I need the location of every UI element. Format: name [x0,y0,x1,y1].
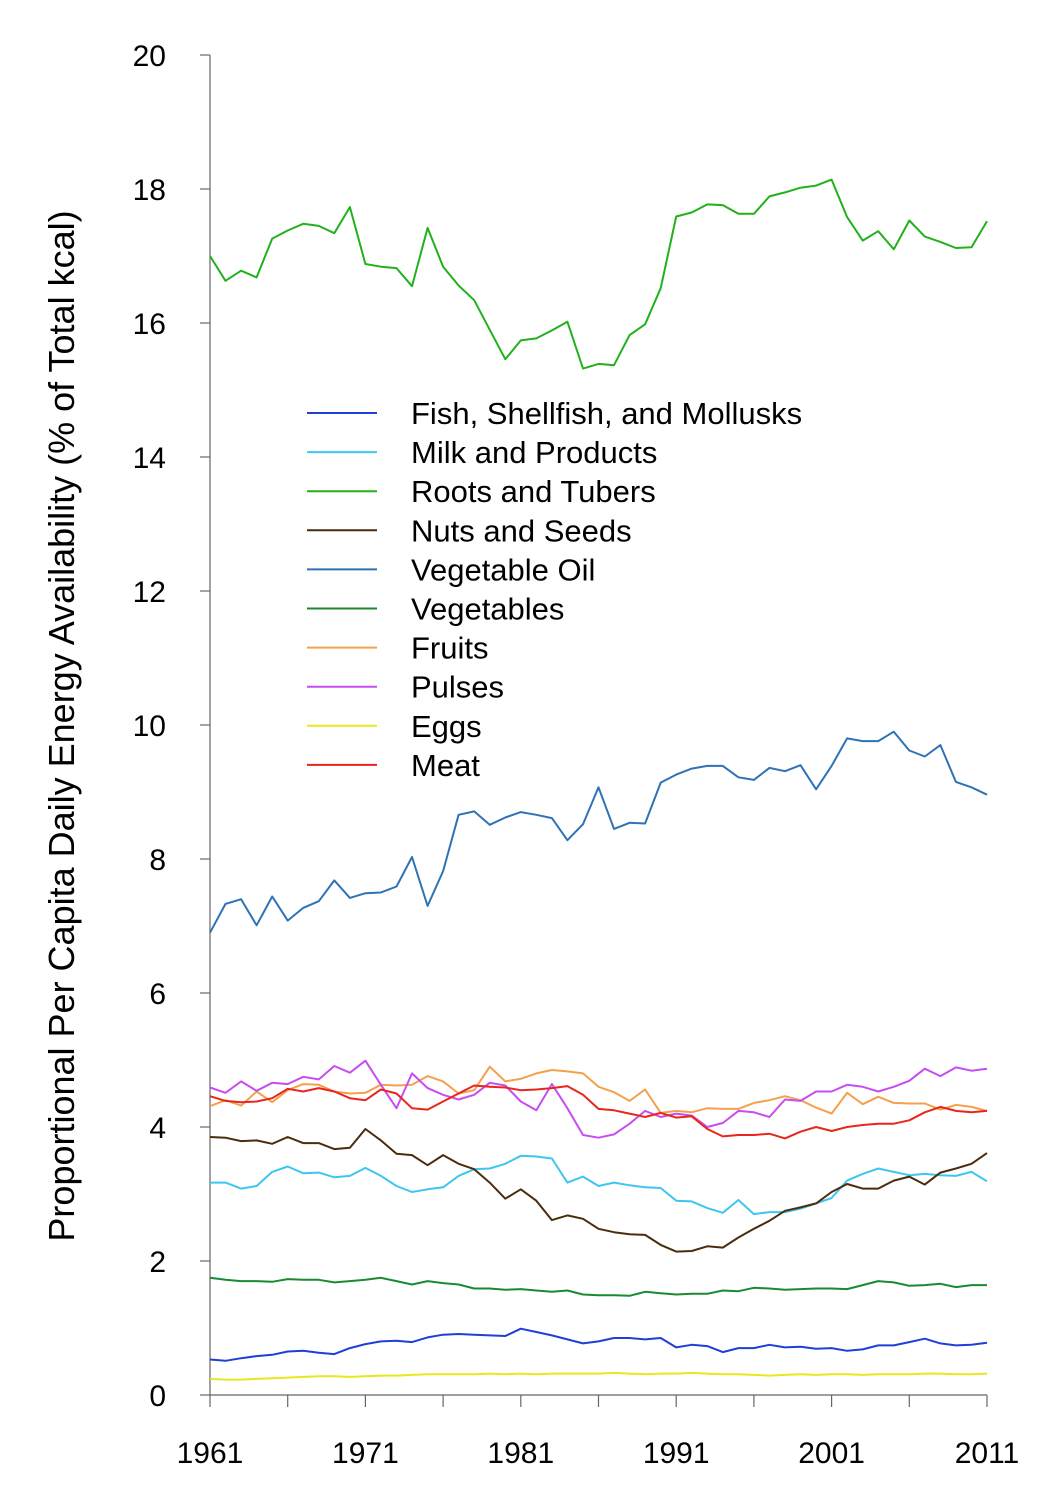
series-line-0 [209,1327,988,1362]
y-tick-label: 0 [149,1380,166,1413]
legend-label: Vegetable Oil [411,552,595,587]
legend-label: Vegetables [411,592,564,627]
legend-label: Nuts and Seeds [411,513,632,548]
legend-label: Roots and Tubers [411,474,656,509]
y-tick-label: 14 [133,442,166,475]
x-tick-label: 2011 [955,1437,1020,1470]
series-line-9 [209,1084,988,1140]
legend-label: Pulses [411,670,504,705]
series-layer [209,178,988,1381]
y-tick-label: 2 [149,1246,166,1279]
legend-label: Meat [411,748,480,783]
series-line-1 [210,1154,988,1216]
series-line-4 [209,730,988,934]
y-tick-label: 4 [149,1112,166,1145]
x-tick-label: 1991 [643,1437,710,1470]
series-line-2 [209,178,988,370]
x-tick-label: 1961 [177,1437,244,1470]
y-tick-label: 12 [133,576,166,609]
series-line-8 [209,1371,988,1381]
legend-label: Fish, Shellfish, and Mollusks [411,396,802,431]
y-axis-label: Proportional Per Capita Daily Energy Ava… [41,210,82,1241]
legend-label: Eggs [411,709,482,744]
series-line-3 [209,1128,988,1253]
y-tick-label: 10 [133,710,166,743]
y-tick-label: 8 [149,844,166,877]
x-axis: 1961 1971 1981 1991 2001 2011 [177,1394,1020,1470]
x-tick-label: 1981 [487,1437,554,1470]
legend: Fish, Shellfish, and Mollusks Milk and Pr… [307,396,802,783]
legend-label: Fruits [411,631,489,666]
series-line-7 [209,1059,988,1139]
y-tick-label: 6 [149,978,166,1011]
series-line-6 [209,1065,988,1115]
series-line-5 [209,1276,987,1297]
y-tick-label: 18 [133,174,166,207]
y-tick-label: 20 [133,40,166,73]
legend-label: Milk and Products [411,435,657,470]
y-tick-label: 16 [133,308,166,341]
x-tick-label: 2001 [798,1437,865,1470]
y-axis: 0 2 4 6 8 10 12 14 16 18 20 [133,40,211,1413]
x-tick-label: 1971 [332,1437,399,1470]
